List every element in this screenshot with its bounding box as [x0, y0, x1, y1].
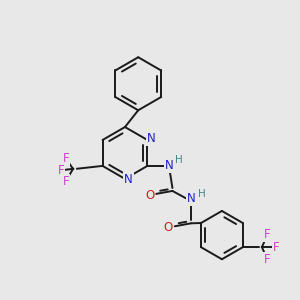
- Text: H: H: [198, 189, 206, 199]
- Text: N: N: [147, 132, 155, 145]
- Text: N: N: [187, 192, 195, 205]
- Text: F: F: [273, 241, 279, 254]
- Text: F: F: [57, 164, 64, 177]
- Text: O: O: [164, 221, 173, 234]
- Text: N: N: [165, 159, 174, 172]
- Text: F: F: [62, 152, 69, 165]
- Text: F: F: [264, 228, 271, 241]
- Text: H: H: [175, 155, 183, 165]
- Text: N: N: [124, 173, 133, 186]
- Text: F: F: [264, 253, 271, 266]
- Text: O: O: [145, 189, 154, 202]
- Text: F: F: [62, 175, 69, 188]
